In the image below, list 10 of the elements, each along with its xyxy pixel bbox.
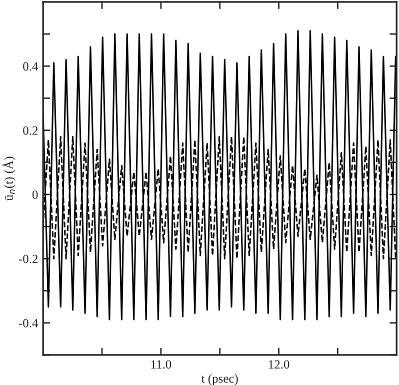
y-axis-title: ū$_{n}$(t) (Å): [2, 156, 16, 201]
y-tick-label: 0.4: [23, 62, 38, 71]
x-axis-title: t (psec): [201, 374, 238, 385]
x-tick-label: 11.0: [151, 360, 172, 369]
y-tick-label: -0.2: [18, 254, 38, 264]
y-tick-label: 0.2: [23, 126, 38, 135]
x-tick-label: 12.0: [268, 360, 290, 369]
line-series: [43, 30, 396, 320]
y-tick-label: 0: [32, 190, 38, 199]
y-tick-label: -0.4: [18, 318, 38, 328]
